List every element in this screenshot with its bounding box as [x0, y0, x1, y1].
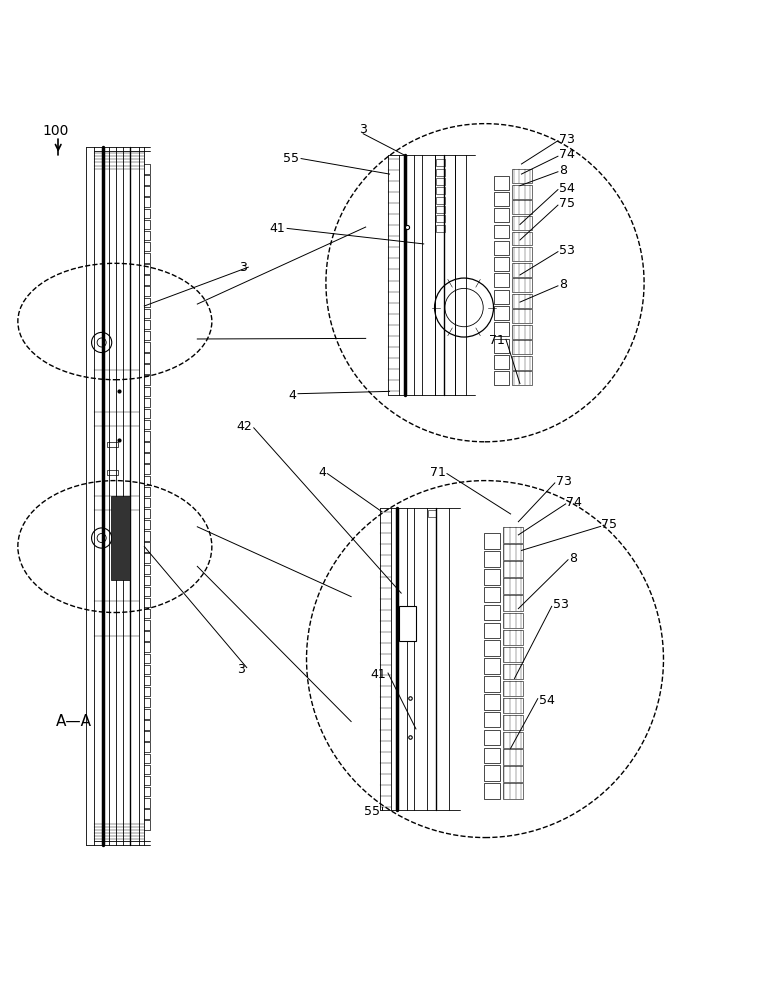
Text: 3: 3 — [237, 663, 245, 676]
Bar — [436, 206, 445, 213]
Bar — [512, 325, 532, 339]
Bar — [503, 578, 523, 594]
Bar — [512, 263, 532, 277]
Bar — [512, 200, 532, 214]
Text: 53: 53 — [553, 598, 568, 611]
Bar — [494, 225, 509, 238]
Text: 71: 71 — [430, 466, 445, 479]
Bar — [503, 766, 523, 782]
Bar — [484, 569, 500, 585]
Text: 41: 41 — [371, 668, 386, 681]
Text: 55: 55 — [364, 805, 380, 818]
Text: 3: 3 — [359, 123, 367, 136]
Text: 8: 8 — [559, 164, 566, 177]
Text: 4: 4 — [318, 466, 326, 479]
Text: 8: 8 — [569, 552, 577, 565]
Bar — [484, 605, 500, 620]
Bar — [436, 169, 445, 176]
Bar — [494, 192, 509, 206]
Bar — [484, 658, 500, 674]
Text: 55: 55 — [282, 152, 299, 165]
Bar — [484, 712, 500, 727]
Bar — [484, 623, 500, 638]
Bar — [484, 640, 500, 656]
Bar — [512, 232, 532, 245]
Text: 73: 73 — [556, 475, 571, 488]
Bar — [503, 732, 523, 748]
Bar — [503, 664, 523, 679]
Bar — [512, 278, 532, 292]
Bar — [436, 225, 445, 232]
Bar — [494, 273, 509, 287]
Text: 54: 54 — [559, 182, 574, 195]
Bar — [512, 185, 532, 199]
Bar — [436, 197, 445, 204]
Bar — [503, 613, 523, 628]
Bar — [494, 257, 509, 271]
Bar — [512, 294, 532, 308]
Text: 74: 74 — [559, 148, 574, 161]
Bar — [512, 356, 532, 370]
Text: 100: 100 — [43, 124, 69, 138]
Bar — [512, 216, 532, 230]
Bar — [436, 159, 445, 166]
Bar — [503, 630, 523, 645]
Bar — [494, 339, 509, 353]
Bar — [436, 187, 445, 194]
Bar — [512, 169, 532, 183]
Bar — [107, 470, 118, 475]
Bar — [512, 371, 532, 385]
Bar — [494, 241, 509, 255]
Text: 42: 42 — [237, 420, 252, 433]
Text: 41: 41 — [270, 222, 286, 235]
Text: 8: 8 — [559, 278, 566, 291]
Text: 74: 74 — [566, 496, 582, 509]
Text: 75: 75 — [559, 197, 575, 210]
Bar — [484, 748, 500, 763]
Bar — [503, 749, 523, 765]
Bar — [512, 247, 532, 261]
Bar — [503, 527, 523, 543]
Bar — [503, 647, 523, 662]
Text: 4: 4 — [289, 389, 296, 402]
Bar — [484, 694, 500, 710]
Bar — [512, 309, 532, 323]
Bar — [503, 698, 523, 713]
Text: 73: 73 — [559, 133, 574, 146]
Text: 75: 75 — [601, 518, 618, 531]
Bar — [503, 681, 523, 696]
Bar — [484, 587, 500, 602]
Bar — [503, 783, 523, 799]
Bar — [512, 340, 532, 354]
Text: 54: 54 — [539, 694, 554, 707]
Bar — [484, 765, 500, 781]
Bar — [436, 215, 445, 222]
Bar — [503, 544, 523, 560]
Bar — [111, 496, 130, 580]
Bar — [503, 715, 523, 730]
Bar — [503, 561, 523, 577]
Text: 53: 53 — [559, 244, 574, 257]
Bar — [494, 371, 509, 385]
Bar — [494, 322, 509, 336]
Bar — [484, 730, 500, 745]
Bar — [494, 290, 509, 304]
Bar — [494, 208, 509, 222]
Bar — [494, 355, 509, 369]
Text: 3: 3 — [239, 261, 247, 274]
Text: 71: 71 — [489, 334, 504, 347]
Bar — [484, 676, 500, 692]
Bar — [107, 442, 118, 447]
Bar — [494, 306, 509, 320]
Bar — [484, 551, 500, 567]
Bar — [484, 533, 500, 549]
Bar — [503, 595, 523, 611]
Bar — [436, 178, 445, 185]
Bar — [399, 606, 416, 641]
Bar — [494, 176, 509, 190]
Text: A—A: A—A — [56, 714, 92, 729]
Bar — [428, 510, 436, 517]
Bar — [484, 783, 500, 799]
